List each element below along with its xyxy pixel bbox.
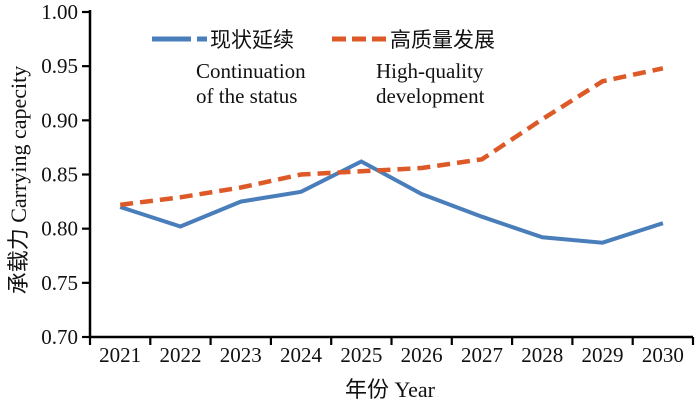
x-axis-tick-label: 2028 — [521, 343, 563, 367]
y-axis-tick-label: 1.00 — [41, 0, 78, 24]
legend-label-en-1: High-quality — [376, 59, 484, 83]
x-axis-tick-label: 2030 — [642, 343, 684, 367]
x-axis-tick-label: 2029 — [582, 343, 624, 367]
x-axis: 2021 2022 2023 2024 2025 2026 2027 2028 2029 2030 — [88, 337, 695, 367]
x-axis-tick-label: 2021 — [99, 343, 141, 367]
y-axis-tick-label: 0.75 — [41, 271, 78, 295]
legend-label-en-2: development — [376, 84, 485, 108]
y-axis-tick-label: 0.95 — [41, 54, 78, 78]
legend-label-cn: 现状延续 — [210, 28, 294, 52]
y-axis-tick-label: 0.80 — [41, 217, 78, 241]
x-axis-tick-label: 2022 — [159, 343, 201, 367]
series-line-0 — [119, 159, 664, 245]
series-line-1 — [119, 66, 664, 208]
legend-label-en-2: of the status — [196, 84, 297, 108]
y-axis-tick-label: 0.90 — [41, 108, 78, 132]
x-axis-tick-label: 2023 — [220, 343, 262, 367]
x-axis-tick-label: 2027 — [461, 343, 503, 367]
y-axis-tick-label: 0.85 — [41, 163, 78, 187]
x-axis-tick-label: 2024 — [280, 343, 323, 367]
x-axis-title: 年份 Year — [345, 377, 436, 402]
y-axis: 0.70 0.75 0.80 0.85 0.90 0.95 1.00 — [41, 0, 90, 349]
legend-label-en-1: Continuation — [196, 59, 306, 83]
y-axis-tick-label: 0.70 — [41, 325, 78, 349]
x-axis-tick-label: 2026 — [401, 343, 443, 367]
x-axis-tick-label: 2025 — [340, 343, 382, 367]
y-axis-title: 承载力 Carrying capecity — [6, 66, 31, 295]
legend-label-cn: 高质量发展 — [390, 28, 495, 52]
